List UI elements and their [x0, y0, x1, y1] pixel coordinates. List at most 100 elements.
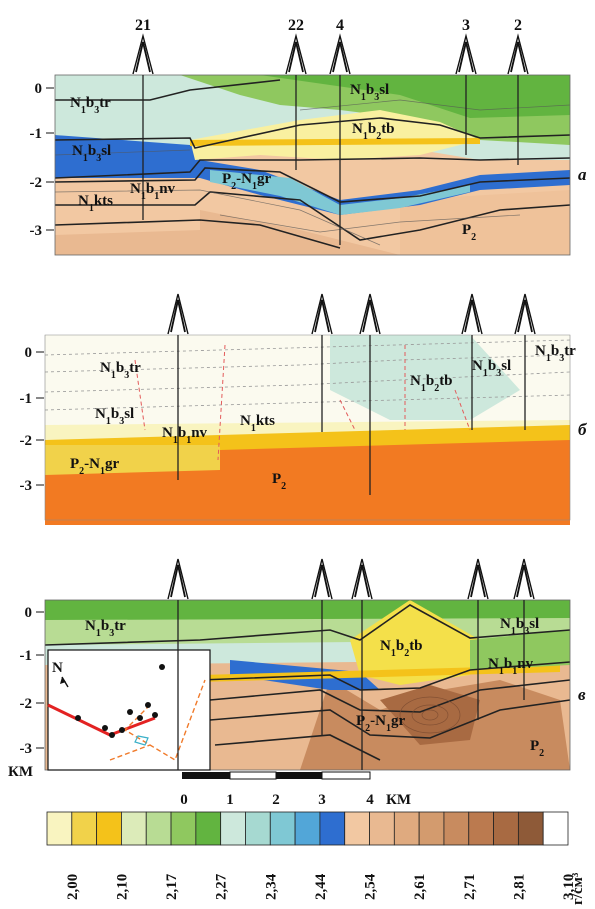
formation-label: P2-N1gr [356, 713, 406, 734]
inset-map: N [47, 649, 211, 771]
legend-label: 2,81 [511, 874, 527, 900]
formation-label: N1b3sl [95, 406, 134, 427]
legend-label: 2,44 [313, 873, 329, 900]
well-arrow-a-3 [455, 33, 477, 75]
well-number-3: 3 [462, 17, 470, 34]
depth-ticks: 0 -1 -2 -3 0 -1 -2 -3 0 -1 -2 -3 [20, 81, 54, 757]
formation-label: N1b3sl [350, 82, 389, 103]
formation-label: N1b3tr [535, 343, 576, 364]
scale-label-4: 4 [366, 792, 374, 808]
well-arrow-c-1 [311, 558, 333, 600]
formation-label: P2 [272, 471, 286, 492]
well-number-22: 22 [288, 17, 304, 34]
legend-swatch [220, 811, 246, 846]
legend-label: 3,10 [561, 874, 577, 900]
well-arrow-c-0 [167, 558, 189, 600]
legend-label: 2,71 [462, 874, 478, 900]
depth-tick: -1 [20, 391, 33, 407]
legend-swatch [493, 811, 519, 846]
depth-tick: -1 [20, 648, 33, 664]
formation-label: N1kts [240, 413, 275, 434]
well-arrow-c-2 [351, 558, 373, 600]
legend-label: 2,00 [65, 874, 81, 900]
legend-swatch [468, 811, 494, 846]
well-number-21: 21 [135, 17, 151, 34]
panel-b [45, 335, 570, 525]
formation-label: N1b3sl [72, 143, 111, 164]
legend-swatch [294, 811, 321, 846]
well-arrow-b-1 [311, 293, 333, 335]
legend-swatch [170, 811, 197, 846]
formation-label: N1b1nv [488, 656, 534, 677]
well-arrow-b-2 [359, 293, 381, 335]
north-label: N [52, 660, 63, 676]
formation-label: N1b3sl [472, 358, 511, 379]
legend-swatch [344, 811, 370, 846]
legend-label: 2,54 [363, 873, 379, 900]
depth-tick: 0 [25, 605, 33, 621]
legend-swatch [195, 811, 222, 846]
legend-swatch [369, 811, 395, 846]
legend-swatch [145, 811, 172, 846]
well-arrow-a-2 [329, 33, 351, 75]
well-number-4: 4 [336, 17, 344, 34]
well-arrow-a-0 [132, 33, 154, 75]
scale-label-2: 2 [272, 792, 280, 808]
formation-label: N1b2tb [380, 638, 423, 659]
formation-label: N1b3sl [500, 616, 539, 637]
legend-swatch [245, 811, 271, 846]
density-legend: 2,00 2,10 2,17 2,27 2,34 2,44 2,54 2,61 2,71 2,81… [46, 811, 577, 900]
legend-swatch [46, 811, 73, 846]
depth-tick: -1 [30, 126, 43, 142]
depth-tick: -3 [20, 478, 33, 494]
depth-tick: 0 [35, 81, 43, 97]
legend-swatch [121, 811, 147, 846]
well-arrow-b-0 [167, 293, 189, 335]
depth-tick: -2 [20, 433, 33, 449]
well-arrow-a-1 [285, 33, 307, 75]
formation-label: N1b1nv [130, 181, 176, 202]
panel-letter-b: б [578, 420, 588, 439]
formation-label: N1b2tb [410, 373, 453, 394]
panel-a [55, 75, 570, 255]
formation-label: N1b3tr [100, 360, 141, 381]
density-unit: г/см³ [570, 872, 586, 905]
legend-swatch [319, 811, 346, 846]
depth-tick: -3 [30, 223, 43, 239]
panel-letter-c: в [578, 685, 586, 704]
scale-label-3: 3 [318, 792, 326, 808]
formation-label: P2-N1gr [70, 456, 120, 477]
legend-swatch [393, 811, 420, 846]
legend-swatch [418, 811, 445, 846]
formation-labels: N1b3tr N1b3sl N1b3sl N1b2tb N1b1nv N1kts P2-N1… [70, 82, 576, 759]
depth-tick: 0 [25, 345, 33, 361]
depth-tick: -2 [20, 696, 33, 712]
well-arrow-c-3 [467, 558, 489, 600]
formation-label: P2 [462, 222, 476, 243]
formation-label: N1kts [78, 193, 113, 214]
wells [132, 33, 536, 770]
formation-label: P2-N1gr [222, 171, 272, 192]
legend-swatch [542, 811, 569, 846]
well-number-2: 2 [514, 17, 522, 34]
panel-letter-a: а [578, 165, 587, 184]
legend-label: 2,61 [412, 874, 428, 900]
scale-bar: 0 1 2 3 4 КМ [180, 771, 411, 808]
well-arrow-a-4 [507, 33, 529, 75]
well-arrow-c-4 [513, 558, 535, 600]
formation-label: P2 [530, 738, 544, 759]
legend-swatch [517, 811, 544, 846]
depth-tick: -2 [30, 175, 43, 191]
legend-swatch [96, 811, 122, 846]
scale-unit: КМ [386, 792, 411, 808]
legend-swatch [269, 811, 296, 846]
well-arrow-b-4 [514, 293, 536, 335]
well-numbers: 21 22 4 3 2 [135, 17, 522, 34]
scale-label-1: 1 [226, 792, 234, 808]
legend-swatch [443, 811, 470, 846]
legend-label: 2,34 [263, 873, 279, 900]
formation-label: N1b1nv [162, 425, 208, 446]
depth-unit: КМ [8, 764, 33, 780]
scale-label-0: 0 [180, 792, 188, 808]
